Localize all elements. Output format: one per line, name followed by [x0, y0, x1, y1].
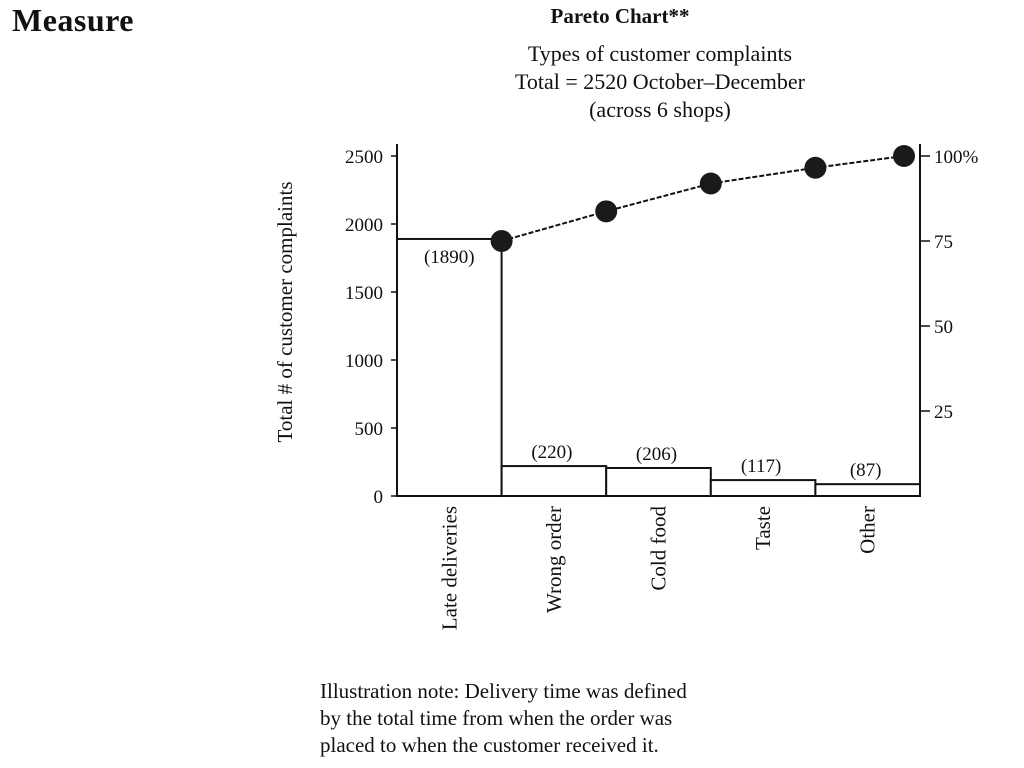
bar [709, 479, 817, 498]
chart-title: Pareto Chart** [550, 4, 690, 28]
labels: (1890) Late deliveries (220) Wrong order (20… [424, 247, 882, 630]
x-tick-label: Taste [751, 506, 775, 550]
y-tick-label: 1500 [345, 283, 383, 304]
bar [814, 483, 922, 497]
data-label: (220) [531, 442, 572, 463]
subtitle-line: Types of customer complaints [527, 41, 793, 66]
note-line: placed to when the customer received it. [320, 733, 659, 757]
cumulative-line [490, 145, 915, 252]
data-label: (1890) [424, 247, 475, 268]
note-line: Illustration note: Delivery time was def… [320, 679, 687, 703]
cumulative-point [699, 172, 722, 195]
illustration-note: Illustration note: Delivery time was def… [320, 678, 960, 759]
y2-tick-label: 75 [934, 232, 953, 253]
y-tick-label: 2500 [345, 147, 383, 168]
cumulative-point [595, 200, 618, 223]
y-tick-label: 0 [374, 487, 384, 508]
cumulative-point [804, 156, 827, 179]
y-tick-label: 500 [355, 419, 384, 440]
bar [500, 465, 608, 497]
cumulative-point [490, 230, 513, 252]
bars [396, 237, 922, 498]
subtitle-line: (across 6 shops) [589, 97, 731, 122]
cumulative-point [893, 145, 915, 167]
bar [605, 466, 712, 498]
y-tick-label: 2000 [345, 215, 383, 236]
bar [396, 237, 503, 498]
y2-tick-label: 100% [934, 147, 979, 168]
data-label: (117) [741, 456, 781, 477]
y-tick-label: 1000 [345, 351, 383, 372]
y-axis-label: Total # of customer complaints [273, 182, 297, 443]
data-label: (87) [850, 460, 882, 481]
y2-tick-label: 25 [934, 402, 953, 423]
x-tick-label: Late deliveries [437, 506, 461, 630]
note-line: by the total time from when the order wa… [320, 706, 673, 730]
slide-heading: Measure [12, 2, 134, 38]
data-label: (206) [636, 444, 677, 465]
axes: 0 500 1000 1500 2000 2500 25 50 75 100% Total # of… [273, 144, 979, 508]
chart-subtitle: Types of customer complaints Total = 252… [380, 40, 940, 124]
x-tick-label: Wrong order [542, 506, 566, 613]
x-tick-label: Other [856, 506, 880, 554]
cumulative-line-path [501, 155, 905, 242]
subtitle-line: Total = 2520 October–December [514, 69, 806, 94]
y2-tick-label: 50 [934, 317, 953, 338]
x-tick-label: Cold food [647, 506, 671, 591]
